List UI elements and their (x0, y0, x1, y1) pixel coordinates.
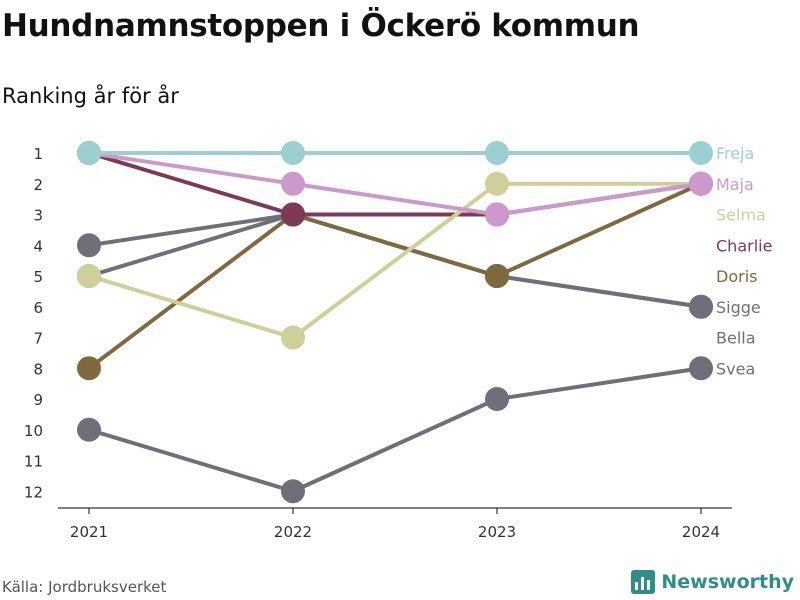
data-point-selma (77, 264, 101, 288)
data-point-doris (77, 356, 101, 381)
data-point-bella (77, 233, 101, 258)
bar-chart-icon (631, 570, 656, 594)
data-point-svea (485, 387, 509, 411)
chart-subtitle: Ranking år för år (2, 84, 179, 108)
y-tick-label: 6 (33, 299, 43, 317)
end-labels: Freja Maja Selma Charlie Doris Sigge Bella Svea (716, 144, 772, 378)
end-label-sigge: Sigge (716, 298, 761, 317)
brand-name: Newsworthy (661, 571, 794, 593)
data-point-svea (689, 356, 713, 381)
y-tick-label: 9 (33, 391, 43, 409)
end-label-doris: Doris (716, 267, 757, 286)
end-label-selma: Selma (716, 206, 766, 225)
end-label-charlie: Charlie (716, 236, 772, 255)
y-tick-label: 1 (33, 145, 43, 163)
data-point-sigge (689, 294, 713, 319)
y-tick-label: 12 (24, 483, 43, 501)
x-tick-label: 2021 (70, 523, 108, 541)
y-tick-label: 11 (24, 453, 43, 471)
end-label-bella: Bella (716, 329, 756, 348)
series-line-doris (87, 181, 703, 371)
source-note: Källa: Jordbruksverket (2, 578, 167, 596)
y-tick-label: 8 (33, 360, 43, 378)
end-label-maja: Maja (716, 175, 754, 194)
brand-logo: Newsworthy (631, 570, 794, 594)
x-tick-label: 2023 (478, 523, 516, 541)
data-point-freja (689, 141, 713, 165)
data-point-maja (281, 171, 305, 196)
data-point-charlie (281, 202, 305, 227)
series-lines (87, 151, 703, 494)
data-point-maja (689, 171, 713, 196)
data-point-maja (485, 202, 509, 227)
data-point-svea (281, 479, 305, 504)
data-point-doris (485, 264, 509, 288)
y-tick-label: 7 (33, 330, 43, 348)
series-line-svea (87, 366, 703, 494)
x-tick-label: 2022 (274, 523, 312, 541)
y-tick-label: 2 (33, 176, 43, 194)
y-tick-label: 10 (24, 422, 43, 440)
series-line-selma (87, 181, 703, 340)
data-point-selma (485, 171, 509, 196)
data-point-freja (77, 141, 101, 165)
data-point-freja (281, 141, 305, 165)
y-tick-label: 3 (33, 207, 43, 225)
data-point-svea (77, 417, 101, 442)
data-point-freja (485, 141, 509, 165)
end-label-svea: Svea (716, 359, 755, 378)
series-markers (77, 141, 713, 504)
end-label-freja: Freja (716, 144, 754, 163)
series-line-maja (87, 151, 703, 217)
x-axis: 2021 2022 2023 2024 (58, 507, 732, 541)
data-point-selma (281, 325, 305, 350)
y-tick-label: 4 (33, 237, 43, 255)
chart-title: Hundnamnstoppen i Öckerö kommun (2, 8, 640, 44)
x-tick-label: 2024 (682, 523, 720, 541)
y-tick-label: 5 (33, 268, 43, 286)
